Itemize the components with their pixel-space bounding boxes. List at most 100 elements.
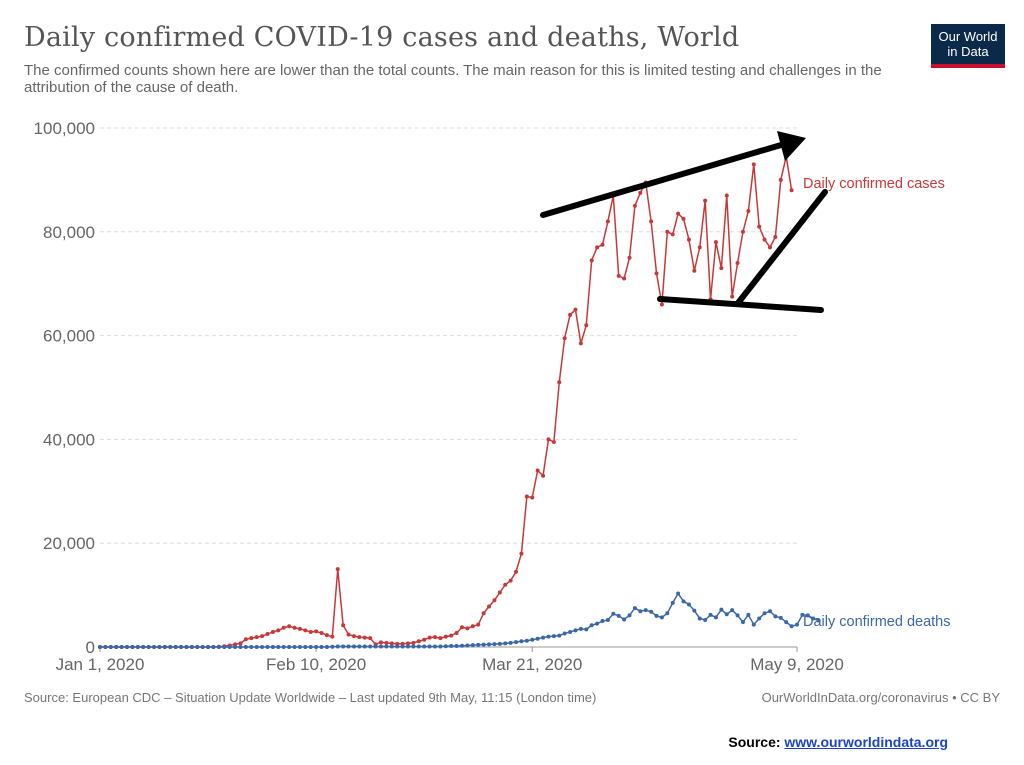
deaths-point (703, 618, 708, 623)
cases-point (341, 623, 346, 628)
y-tick-label: 0 (86, 638, 95, 657)
deaths-point (108, 645, 113, 649)
deaths-point (103, 645, 108, 649)
trend-annotations (540, 131, 828, 313)
deaths-point (784, 620, 789, 625)
deaths-point (130, 645, 135, 649)
deaths-point (135, 645, 140, 649)
deaths-point (432, 644, 437, 649)
deaths-point (643, 608, 648, 613)
cases-point (378, 640, 383, 645)
cases-point (243, 637, 248, 642)
deaths-point (98, 645, 102, 649)
cases-point (351, 634, 356, 639)
cases-point (281, 625, 286, 630)
cases-point (384, 640, 389, 645)
cases-point (297, 626, 302, 631)
deaths-point (411, 644, 416, 649)
cases-point (238, 641, 243, 646)
deaths-point (179, 645, 184, 649)
x-tick-labels: Jan 1, 2020 Feb 10, 2020 Mar 21, 2020 May 9… (56, 647, 844, 674)
deaths-point (649, 609, 654, 614)
deaths-point (551, 634, 556, 639)
chart-series: Daily confirmed cases Daily confirmed dea… (98, 154, 951, 649)
cases-point (649, 219, 654, 224)
cases-point (546, 437, 551, 442)
deaths-point (627, 613, 632, 618)
cases-point (524, 494, 529, 499)
deaths-point (740, 620, 745, 625)
cases-point (292, 625, 297, 630)
deaths-point (697, 616, 702, 621)
deaths-point (449, 643, 454, 648)
deaths-point (287, 645, 292, 649)
deaths-point (438, 644, 443, 649)
cases-point (562, 336, 567, 341)
cases-point (432, 635, 437, 640)
deaths-point (249, 645, 254, 649)
cases-point (692, 268, 697, 273)
deaths-series-line (100, 592, 819, 648)
deaths-point (254, 645, 259, 649)
deaths-point (622, 617, 627, 622)
deaths-point (238, 645, 243, 649)
cases-point (308, 629, 313, 634)
deaths-point (351, 644, 356, 649)
cases-point (589, 258, 594, 263)
deaths-point (514, 640, 519, 645)
deaths-point (373, 644, 378, 649)
cases-point (265, 632, 270, 637)
deaths-point (805, 613, 810, 618)
deaths-point (816, 618, 821, 623)
x-tick-label: Mar 21, 2020 (482, 655, 582, 674)
deaths-point (114, 645, 119, 649)
cases-point (481, 611, 486, 616)
cases-point (746, 209, 751, 214)
deaths-point (270, 645, 275, 649)
deaths-point (141, 645, 146, 649)
deaths-point (681, 599, 686, 604)
deaths-point (395, 644, 400, 649)
chart-subtitle: The confirmed counts shown here are lowe… (24, 62, 882, 96)
cases-point (405, 641, 410, 646)
deaths-point (335, 644, 340, 649)
cases-point (514, 569, 519, 574)
deaths-point (384, 644, 389, 649)
cases-point (659, 302, 664, 307)
y-tick-label: 100,000 (34, 119, 95, 138)
deaths-point (206, 645, 211, 649)
deaths-point (146, 645, 151, 649)
cases-point (276, 628, 281, 633)
cases-point (454, 630, 459, 635)
cases-point (767, 245, 772, 250)
owid-logo[interactable]: Our World in Data (931, 24, 1005, 68)
deaths-point (243, 645, 248, 649)
source-link[interactable]: www.ourworldindata.org (784, 734, 948, 750)
covid-line-chart: 0 20,000 40,000 60,000 80,000 100,000 Jan 1, … (34, 119, 951, 674)
deaths-point (757, 616, 762, 621)
deaths-point (573, 628, 578, 633)
deaths-point (692, 608, 697, 613)
cases-point (773, 234, 778, 239)
deaths-point (568, 629, 573, 634)
deaths-point (189, 645, 194, 649)
footer-source: Source: European CDC – Situation Update … (24, 690, 597, 705)
deaths-point (497, 641, 502, 646)
cases-point (568, 312, 573, 317)
cases-point (654, 271, 659, 276)
cases-point (713, 240, 718, 245)
cases-point (314, 629, 319, 634)
deaths-point (530, 637, 535, 642)
cases-point (519, 551, 524, 556)
cases-point (324, 633, 329, 638)
cases-point (551, 439, 556, 444)
cases-point (503, 582, 508, 587)
footer-credit[interactable]: OurWorldInData.org/coronavirus • CC BY (761, 690, 1000, 705)
cases-point (703, 198, 708, 203)
x-tick-label: May 9, 2020 (750, 655, 844, 674)
cases-point (362, 635, 367, 640)
deaths-point (233, 645, 238, 649)
deaths-point (595, 621, 600, 626)
cases-point (460, 625, 465, 630)
cases-point (757, 224, 762, 229)
